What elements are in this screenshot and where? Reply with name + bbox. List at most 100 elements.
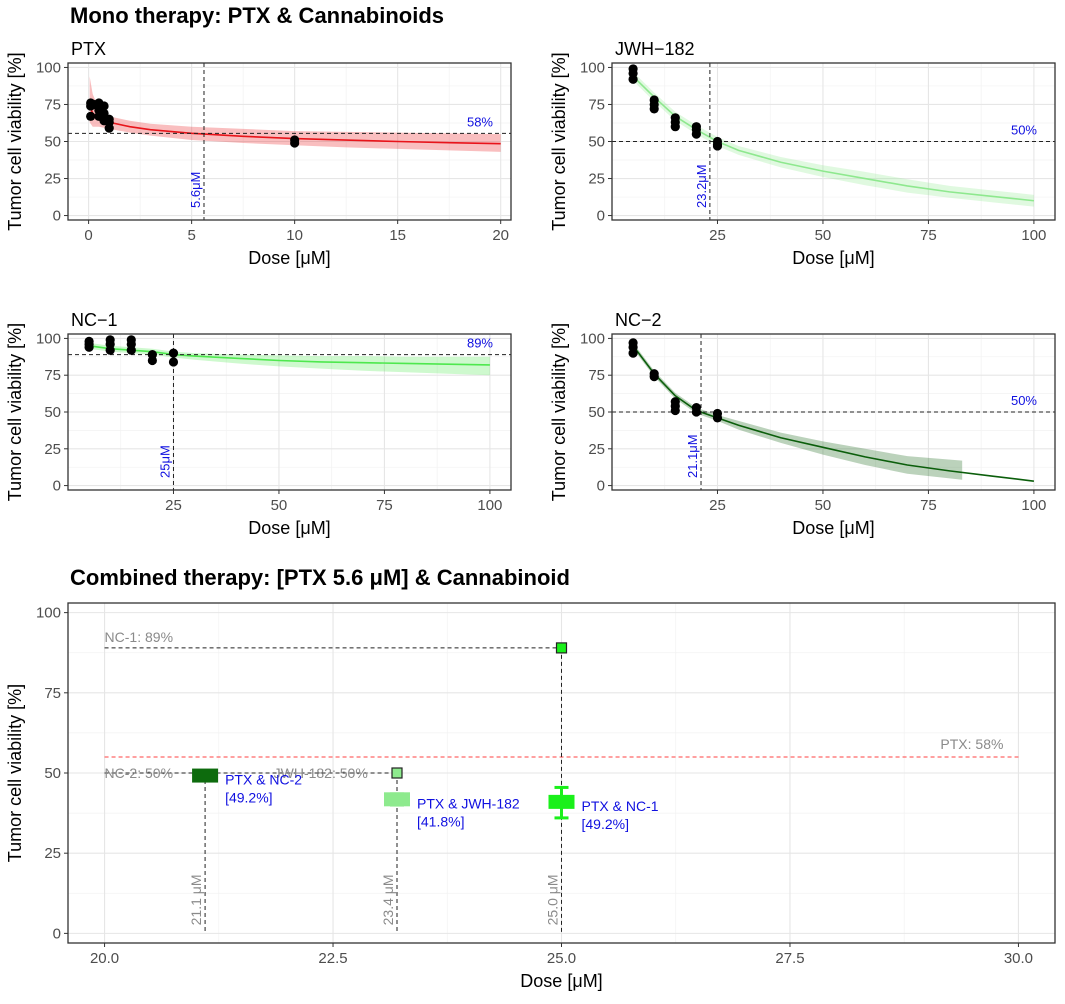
x-tick-label: 25 [709, 497, 726, 514]
mono-marker [391, 767, 403, 779]
dose-label: 25μM [157, 445, 172, 478]
combo-value: [41.8%] [417, 813, 464, 829]
y-axis-title: Tumor cell viability [%] [5, 52, 25, 230]
dose-label: 21.1 μM [188, 875, 204, 926]
y-tick-label: 50 [44, 404, 61, 421]
x-tick-label: 75 [376, 497, 393, 514]
mono-panel-3: 50% 21.1μM 0 25 50 75 100 25 50 75 100 Dose [μM] Tum… [549, 310, 1056, 538]
x-tick-label: 100 [1021, 497, 1046, 514]
y-tick-label: 0 [53, 925, 61, 942]
data-point [649, 372, 659, 382]
data-point [147, 355, 157, 366]
combo-value: [49.2%] [225, 790, 272, 806]
threshold-label: 50% [1011, 123, 1037, 138]
data-point [670, 405, 680, 416]
confidence-band [633, 342, 963, 480]
y-axis-title: Tumor cell viability [%] [549, 52, 569, 230]
x-tick-label: 25 [709, 227, 726, 244]
dose-label: 23.4 μM [380, 875, 396, 926]
data-point [712, 413, 723, 423]
y-tick-label: 50 [44, 765, 61, 782]
combined-therapy-title: Combined therapy: [PTX 5.6 μM] & Cannabi… [70, 565, 570, 590]
mono-marker [555, 642, 568, 654]
x-tick-label: 0 [84, 227, 92, 244]
x-tick-label: 15 [389, 227, 406, 244]
y-tick-label: 50 [588, 404, 605, 421]
y-tick-label: 25 [588, 171, 605, 188]
mono-label: NC-1: 89% [105, 629, 173, 645]
x-axis-title: Dose [μM] [792, 518, 874, 538]
combo-value: [49.2%] [582, 816, 629, 832]
panel-title: PTX [71, 39, 106, 59]
dose-label: 25.0 μM [545, 875, 561, 926]
mono-therapy-title: Mono therapy: PTX & Cannabinoids [70, 3, 444, 28]
y-tick-label: 100 [580, 330, 605, 347]
data-point [649, 104, 659, 114]
data-point [99, 108, 109, 118]
ptx-label: PTX: 58% [940, 736, 1003, 752]
x-tick-label: 75 [920, 497, 937, 514]
combo-marker [192, 768, 219, 783]
y-tick-label: 100 [580, 59, 605, 76]
threshold-label: 58% [467, 114, 493, 129]
x-tick-label: 50 [815, 227, 832, 244]
x-tick-label: 20 [492, 227, 509, 244]
x-axis-title: Dose [μM] [792, 248, 874, 268]
x-tick-label: 22.5 [318, 950, 347, 967]
data-point [104, 123, 114, 133]
y-tick-label: 50 [588, 134, 605, 151]
data-point [99, 101, 109, 111]
y-tick-label: 25 [44, 171, 61, 188]
x-axis-title: Dose [μM] [520, 971, 602, 991]
panel-title: NC−2 [615, 310, 662, 330]
x-tick-label: 27.5 [775, 950, 804, 967]
combo-name: PTX & NC-1 [582, 798, 659, 814]
x-tick-label: 10 [286, 227, 303, 244]
combo-marker [384, 792, 410, 807]
combo-name: PTX & NC-2 [225, 772, 302, 788]
y-tick-label: 100 [36, 330, 61, 347]
y-tick-label: 75 [588, 367, 605, 384]
panel-title: NC−1 [71, 310, 118, 330]
y-tick-label: 25 [44, 441, 61, 458]
data-point [105, 345, 115, 355]
y-tick-label: 50 [44, 134, 61, 151]
dose-label: 21.1μM [685, 434, 700, 478]
x-tick-label: 25.0 [547, 950, 576, 967]
y-tick-label: 100 [36, 59, 61, 76]
mono-panel-1: 50% 23.2μM 0 25 50 75 100 25 50 75 100 Dose [μM] Tum… [549, 39, 1056, 268]
combined-panel: PTX: 58% NC-1: 89% NC-2: 50% JWH-182: 50% 25… [5, 602, 1056, 991]
data-point [168, 348, 179, 358]
y-axis-title: Tumor cell viability [%] [549, 323, 569, 501]
confidence-band [89, 342, 490, 376]
y-tick-label: 0 [597, 208, 605, 225]
y-tick-label: 0 [597, 478, 605, 495]
data-point [290, 138, 300, 148]
data-point [628, 348, 638, 358]
x-tick-label: 100 [477, 497, 502, 514]
data-point [670, 122, 680, 132]
mono-label: NC-2: 50% [105, 765, 173, 781]
x-axis-title: Dose [μM] [248, 248, 330, 268]
threshold-label: 50% [1011, 393, 1037, 408]
x-tick-label: 100 [1021, 227, 1046, 244]
y-tick-label: 75 [44, 367, 61, 384]
data-point [712, 141, 723, 151]
data-point [86, 111, 96, 121]
data-point [628, 74, 638, 84]
data-point [126, 345, 136, 355]
y-tick-label: 0 [53, 478, 61, 495]
data-point [691, 407, 701, 417]
y-tick-label: 25 [588, 441, 605, 458]
panel-title: JWH−182 [615, 39, 695, 59]
mono-panel-2: 89% 25μM 0 25 50 75 100 25 50 75 100 Dose [μM] Tumor… [5, 310, 512, 538]
y-tick-label: 100 [36, 605, 61, 622]
combo-marker [548, 794, 575, 809]
data-point [168, 357, 179, 367]
y-axis-title: Tumor cell viability [%] [5, 323, 25, 501]
x-tick-label: 50 [271, 497, 288, 514]
mono-panel-0: 58% 5.6μM 0 25 50 75 100 0 5 10 15 20 Dose [μM] Tumor… [5, 39, 512, 268]
y-tick-label: 0 [53, 208, 61, 225]
y-tick-label: 75 [44, 96, 61, 113]
